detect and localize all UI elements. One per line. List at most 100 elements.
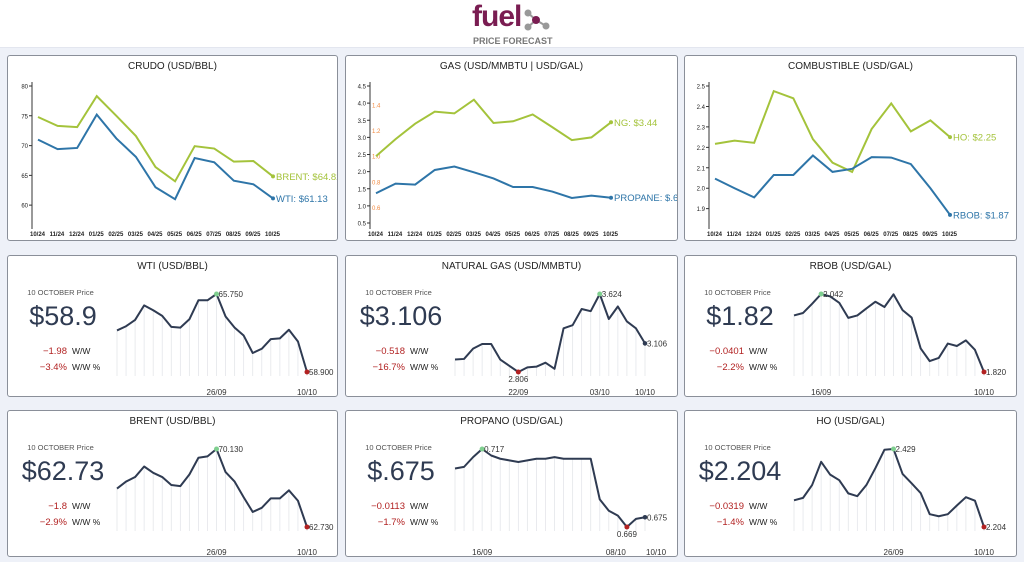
price-date-label: 10 OCTOBER Price — [365, 288, 432, 297]
weekly-change-pct-value: −1.7% — [377, 517, 405, 528]
y-tick-label: 2.1 — [697, 166, 706, 172]
current-price: $1.82 — [706, 301, 774, 331]
line-chart-svg: 0.5 1.0 1.5 2.0 2.5 3.0 3.5 4.0 4.5 0.6 0.8 1.0 1.2 1… — [358, 82, 677, 238]
series-line-ho — [714, 89, 951, 174]
y-tick-label: 2.0 — [358, 170, 367, 176]
max-point — [818, 291, 824, 297]
max-point — [597, 291, 603, 297]
weekly-change-pct: −2.2% W/W % — [685, 362, 785, 373]
sparkline — [793, 293, 985, 373]
weekly-change-pct: −16.7% W/W % — [346, 362, 446, 373]
y-tick-label: 70 — [21, 144, 28, 150]
y-tick-label: 4.0 — [358, 102, 367, 108]
weekly-change-pct-unit: W/W % — [749, 517, 778, 527]
min-label: 58.900 — [309, 368, 334, 377]
sparkline-svg: 0.717 0.669 0.675 16/09 08/10 10/10 — [454, 445, 668, 556]
weekly-change: −0.0401 W/W — [685, 346, 785, 357]
weekly-change-pct-value: −2.2% — [716, 362, 744, 373]
price-card: WTI (USD/BBL) 10 OCTOBER Price $58.9 −1.… — [7, 255, 338, 397]
weekly-change-pct-value: −3.4% — [39, 362, 67, 373]
sparkline — [454, 448, 646, 528]
date-label: 10/10 — [974, 548, 995, 557]
sparkline-svg: 70.130 62.730 26/09 10/10 — [116, 445, 334, 557]
y-tick-label: 1.9 — [697, 207, 706, 213]
x-tick-label: 10/24 — [30, 232, 46, 238]
date-label: 10/10 — [297, 548, 318, 557]
y2-tick-label: 0.6 — [372, 206, 381, 212]
y2-tick-label: 1.0 — [372, 155, 381, 161]
x-tick-label: 03/25 — [128, 232, 144, 238]
x-tick-label: 11/24 — [388, 232, 403, 238]
x-tick-label: 02/25 — [446, 232, 462, 238]
x-tick-label: 10/25 — [942, 232, 958, 238]
y-tick-label: 65 — [21, 174, 28, 180]
x-tick-label: 03/25 — [466, 232, 482, 238]
series-end-point — [271, 174, 275, 179]
y2-tick-label: 1.4 — [372, 103, 381, 109]
y-tick-label: 2.5 — [697, 85, 706, 91]
sparkline — [793, 448, 985, 528]
weekly-change-value: −1.98 — [42, 346, 67, 357]
min-point — [981, 524, 987, 530]
weekly-change-pct-unit: W/W % — [410, 362, 439, 372]
line-chart-svg: 1.9 2.0 2.1 2.2 2.3 2.4 2.5 10/24 11/24 12/24 01/2… — [697, 82, 1009, 238]
price-card: PROPANO (USD/GAL) 10 OCTOBER Price $.675… — [345, 410, 678, 557]
x-tick-label: 08/25 — [564, 232, 580, 238]
y-tick-label: 4.5 — [358, 85, 367, 91]
weekly-change: −0.518 W/W — [346, 346, 446, 357]
price-card: NATURAL GAS (USD/MMBTU) 10 OCTOBER Price… — [345, 255, 678, 397]
x-tick-label: 10/25 — [265, 232, 281, 238]
x-tick-label: 10/25 — [603, 232, 619, 238]
date-label: 26/09 — [207, 388, 228, 397]
price-date-label: 10 OCTOBER Price — [704, 288, 771, 297]
logo-molecule-icon — [524, 9, 550, 31]
y-tick-label: 60 — [21, 204, 28, 210]
weekly-change-unit: W/W — [410, 501, 429, 511]
weekly-change: −0.0113 W/W — [346, 501, 446, 512]
logo-word: fuel — [472, 0, 522, 33]
min-label: 62.730 — [309, 523, 334, 532]
date-label: 26/09 — [884, 548, 905, 557]
max-point — [214, 291, 220, 297]
series-end-point — [609, 195, 613, 200]
date-label: 03/10 — [590, 388, 611, 397]
min-label: 2.204 — [986, 523, 1007, 532]
card-title: RBOB (USD/GAL) — [809, 261, 892, 272]
card-title: HO (USD/GAL) — [816, 416, 885, 427]
weekly-change-unit: W/W — [749, 346, 768, 356]
x-tick-label: 10/24 — [707, 232, 723, 238]
series-end-point — [948, 212, 952, 217]
weekly-change-unit: W/W — [410, 346, 429, 356]
y-tick-label: 0.5 — [358, 222, 367, 228]
max-point — [891, 446, 897, 452]
series-end-label: NG: $3.44 — [614, 118, 657, 129]
series-line-ng — [375, 98, 612, 157]
weekly-change-pct: −1.7% W/W % — [346, 517, 446, 528]
min-point — [304, 369, 310, 375]
x-tick-label: 05/25 — [844, 232, 860, 238]
header: fuel PRICE FORECAST — [0, 0, 1024, 48]
date-label: 16/09 — [811, 388, 832, 397]
x-tick-label: 07/25 — [544, 232, 560, 238]
max-label: 0.717 — [484, 445, 505, 454]
gas-chart-card: GAS (USD/MMBTU | USD/GAL) 0.5 1.0 1.5 2.0 2.5… — [345, 55, 678, 241]
x-tick-label: 10/24 — [368, 232, 384, 238]
weekly-change-value: −0.0401 — [709, 346, 744, 357]
weekly-change-pct-unit: W/W % — [72, 517, 101, 527]
price-card: BRENT (USD/BBL) 10 OCTOBER Price $62.73 … — [7, 410, 338, 557]
last-label: 0.675 — [647, 513, 668, 522]
y-tick-label: 80 — [21, 85, 28, 91]
max-point — [479, 446, 485, 452]
x-tick-label: 01/25 — [89, 232, 105, 238]
x-tick-label: 04/25 — [148, 232, 164, 238]
sparkline-svg: 2.042 1.820 16/09 10/10 — [793, 290, 1007, 397]
x-tick-label: 01/25 — [766, 232, 782, 238]
x-tick-label: 09/25 — [245, 232, 261, 238]
combustible-chart-card: COMBUSTIBLE (USD/GAL) 1.9 2.0 2.1 2.2 2.3 2.4 2… — [684, 55, 1017, 241]
date-label: 26/09 — [207, 548, 228, 557]
y-tick-label: 3.5 — [358, 119, 367, 125]
max-label: 65.750 — [219, 290, 244, 299]
date-label: 10/10 — [297, 388, 318, 397]
weekly-change-pct: −2.9% W/W % — [8, 517, 108, 528]
price-date-label: 10 OCTOBER Price — [27, 288, 94, 297]
